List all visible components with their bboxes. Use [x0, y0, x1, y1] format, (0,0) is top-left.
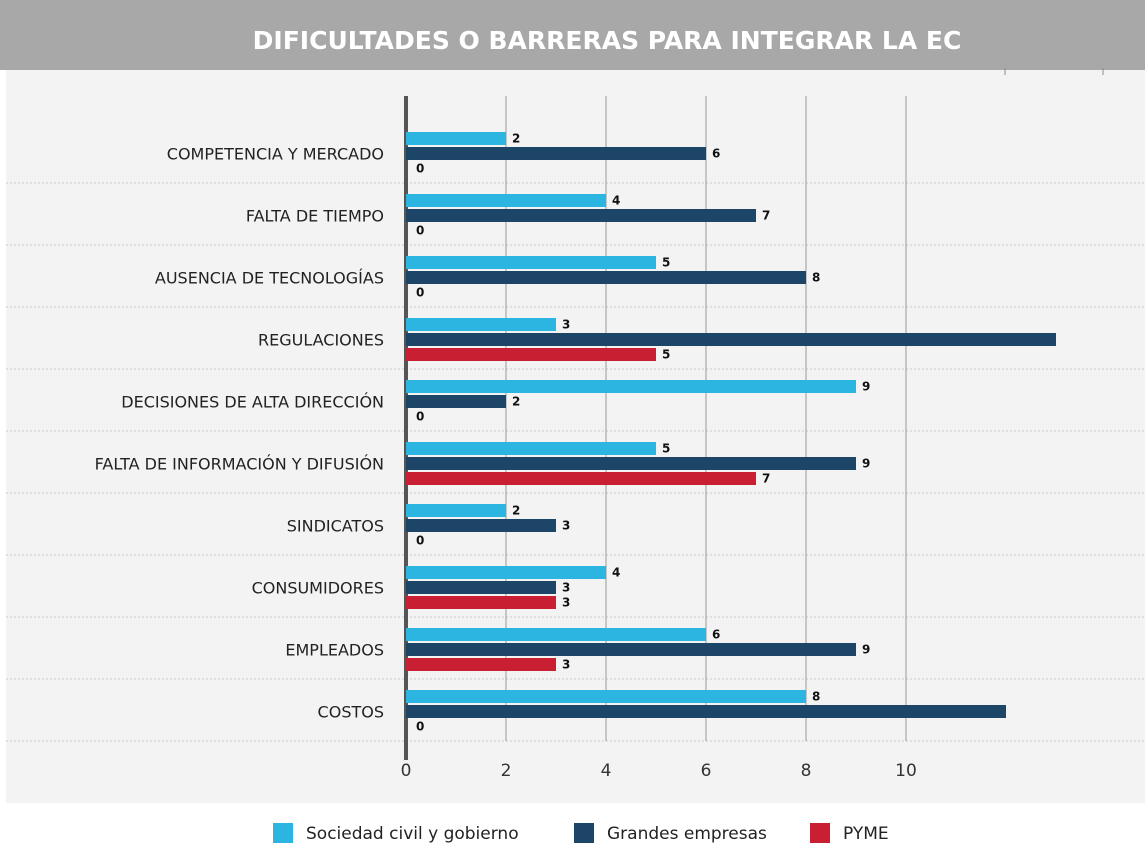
- category-label: FALTA DE INFORMACIÓN Y DIFUSIÓN: [95, 455, 384, 474]
- value-label: 0: [416, 410, 424, 424]
- bar: [406, 519, 556, 532]
- bar: [406, 209, 756, 222]
- value-label: 3: [562, 519, 570, 533]
- x-tick-label: 6: [701, 761, 712, 781]
- value-label: 7: [762, 472, 770, 486]
- value-label: 9: [862, 457, 870, 471]
- value-label: 0: [416, 720, 424, 734]
- bar: [406, 643, 856, 656]
- bar: [406, 566, 606, 579]
- bar: [406, 457, 856, 470]
- category-label: FALTA DE TIEMPO: [246, 207, 384, 226]
- legend-swatch: [273, 823, 293, 843]
- bar: [406, 132, 506, 145]
- value-label: 2: [512, 395, 520, 409]
- bar: [406, 194, 606, 207]
- bar: [406, 256, 656, 269]
- value-label: 2: [512, 132, 520, 146]
- x-tick-label: 10: [895, 761, 917, 781]
- bar: [406, 333, 1056, 346]
- category-label: COSTOS: [318, 703, 384, 722]
- bar: [406, 380, 856, 393]
- title-band: [0, 0, 1145, 70]
- bar: [406, 596, 556, 609]
- category-label: REGULACIONES: [258, 331, 384, 350]
- category-label: AUSENCIA DE TECNOLOGÍAS: [155, 269, 384, 288]
- category-label: COMPETENCIA Y MERCADO: [167, 145, 384, 164]
- bar: [406, 318, 556, 331]
- value-label: 5: [662, 256, 670, 270]
- value-label: 6: [712, 147, 720, 161]
- category-label: CONSUMIDORES: [252, 579, 384, 598]
- value-label: 7: [762, 209, 770, 223]
- legend-label: Grandes empresas: [607, 824, 767, 844]
- category-label: DECISIONES DE ALTA DIRECCIÓN: [121, 393, 384, 412]
- legend-label: PYME: [843, 824, 889, 844]
- value-label: 9: [862, 643, 870, 657]
- bar: [406, 658, 556, 671]
- value-label: 0: [416, 286, 424, 300]
- bar: [406, 395, 506, 408]
- value-label: 0: [416, 162, 424, 176]
- x-tick-label: 2: [501, 761, 512, 781]
- bar: [406, 581, 556, 594]
- x-tick-label: 8: [801, 761, 812, 781]
- value-label: 5: [662, 442, 670, 456]
- value-label: 4: [612, 194, 620, 208]
- value-label: 0: [416, 534, 424, 548]
- value-label: 3: [562, 318, 570, 332]
- bar: [406, 690, 806, 703]
- bar: [406, 348, 656, 361]
- value-label: 3: [562, 596, 570, 610]
- value-label: 2: [512, 504, 520, 518]
- value-label: 8: [812, 690, 820, 704]
- plot-panel: [6, 70, 1145, 803]
- value-label: 4: [612, 566, 620, 580]
- chart-title: DIFICULTADES O BARRERAS PARA INTEGRAR LA…: [253, 26, 962, 55]
- bar: [406, 628, 706, 641]
- value-label: 6: [712, 628, 720, 642]
- x-tick-label: 4: [601, 761, 612, 781]
- legend-swatch: [574, 823, 594, 843]
- bar: [406, 442, 656, 455]
- value-label: 3: [562, 581, 570, 595]
- value-label: 0: [416, 224, 424, 238]
- x-tick-label: 0: [401, 761, 412, 781]
- legend-label: Sociedad civil y gobierno: [306, 824, 519, 844]
- category-label: EMPLEADOS: [285, 641, 384, 660]
- value-label: 9: [862, 380, 870, 394]
- value-label: 8: [812, 271, 820, 285]
- bar: [406, 271, 806, 284]
- bar: [406, 147, 706, 160]
- bar: [406, 705, 1006, 718]
- legend-swatch: [810, 823, 830, 843]
- value-label: 3: [562, 658, 570, 672]
- bar: [406, 472, 756, 485]
- category-label: SINDICATOS: [287, 517, 384, 536]
- bar: [406, 504, 506, 517]
- value-label: 5: [662, 348, 670, 362]
